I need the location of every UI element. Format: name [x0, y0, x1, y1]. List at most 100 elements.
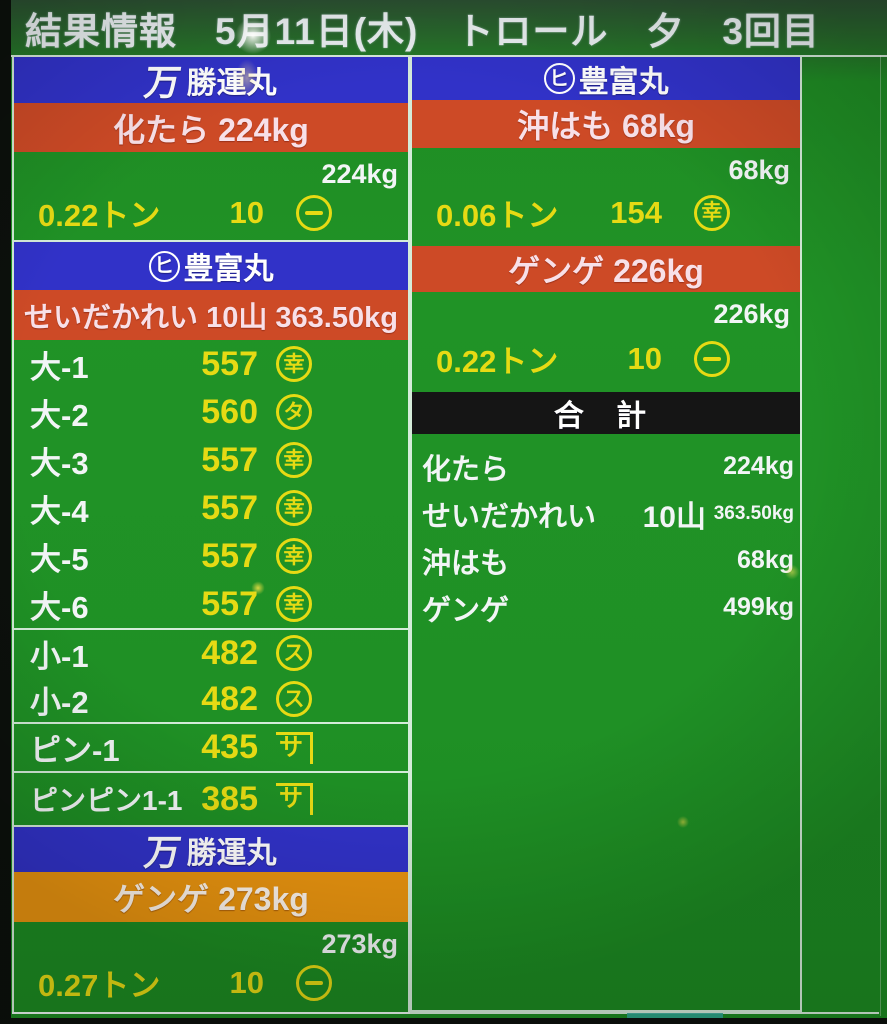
weight-readout: 68kg	[728, 155, 790, 185]
fish-line: せいだかれい 10山 363.50kg	[24, 302, 398, 334]
sale-summary-row: 0.22トン 10	[412, 336, 792, 381]
fish-line: ゲンゲ 226kg	[508, 253, 704, 289]
fish-bar: ゲンゲ 273kg	[14, 872, 408, 922]
circle-buyer-icon: ス	[276, 681, 312, 717]
total-row: 化たら 224kg	[412, 443, 800, 490]
boat-house-mark: 万	[142, 62, 185, 103]
circle-buyer-icon: 幸	[276, 346, 312, 382]
fish-line: 化たら 224kg	[113, 111, 309, 148]
lot-label: 大-5	[30, 541, 89, 577]
lot-row: 大-4 557 幸	[14, 484, 408, 532]
lot-count: 10	[229, 964, 264, 1000]
lot-count: 10	[627, 340, 662, 376]
lot-row: ピンピン1-1 385 サ	[14, 773, 408, 825]
boat-header: ヒ 豊富丸	[14, 242, 408, 290]
lot-row: 小-1 482 ス	[14, 630, 408, 676]
boat-header: 万 勝運丸	[14, 827, 408, 873]
total-row: 沖はも 68kg	[412, 537, 800, 584]
circle-buyer-icon: 幸	[694, 194, 730, 231]
sale-summary-row: 0.22トン 10	[14, 190, 400, 235]
weight-readout: 224kg	[321, 159, 398, 189]
fish-bar: せいだかれい 10山 363.50kg	[14, 290, 408, 340]
sale-summary-row: 0.06トン 154 幸	[412, 190, 792, 235]
total-fish-name: せいだかれい	[422, 500, 597, 533]
circle-hi-icon: ヒ	[148, 250, 180, 282]
boat-name: 豊富丸	[183, 253, 274, 286]
bottom-bezel	[0, 1018, 887, 1024]
circle-buyer-icon: 幸	[276, 442, 312, 478]
total-weight: 68kg	[737, 546, 794, 574]
lot-label: ピンピン1-1	[30, 785, 183, 816]
total-row: せいだかれい 10山 363.50kg	[412, 490, 800, 537]
boat-name: 勝運丸	[186, 67, 277, 100]
lot-row: 大-3 557 幸	[14, 436, 408, 484]
lot-label: ピン-1	[30, 733, 120, 768]
lot-row: ピン-1 435 サ	[14, 724, 408, 771]
lot-row: 大-5 557 幸	[14, 532, 408, 580]
circle-buyer-icon: ス	[276, 635, 312, 671]
page-title: 結果情報 5月11日(木) トロール 夕 3回目	[25, 10, 820, 52]
lot-row: 大-6 557 幸	[14, 580, 408, 628]
circle-buyer-icon: 幸	[276, 586, 312, 622]
total-weight: 224kg	[723, 452, 794, 480]
circle-one-icon	[694, 340, 730, 377]
tons-value: 0.22トン	[436, 344, 559, 379]
lot-price: 557	[201, 440, 258, 479]
fish-bar: ゲンゲ 226kg	[412, 246, 800, 292]
total-weight: 499kg	[723, 593, 794, 621]
lot-price: 557	[201, 584, 258, 623]
totals-list: 化たら 224kg せいだかれい 10山 363.50kg 沖はも 68kg ゲ…	[412, 434, 800, 1010]
lot-label: 大-1	[30, 349, 89, 385]
panel-left: 万 勝運丸 化たら 224kg 224kg 0.22トン 10 ヒ 豊富丸 せい…	[12, 57, 410, 1014]
boat-header: ヒ 豊富丸	[412, 57, 800, 100]
circle-buyer-icon: 幸	[276, 490, 312, 526]
total-count: 10山	[642, 500, 706, 534]
lot-price: 557	[201, 536, 258, 575]
total-fish-name: 化たら	[422, 453, 510, 486]
lot-row: 大-1 557 幸	[14, 340, 408, 388]
lot-price: 482	[201, 633, 258, 672]
lot-label: 大-3	[30, 445, 89, 481]
sale-info: 226kg 0.22トン 10	[412, 292, 800, 392]
tons-value: 0.27トン	[38, 968, 161, 1003]
lot-price: 557	[201, 344, 258, 383]
tons-value: 0.22トン	[38, 198, 161, 233]
lot-row: 小-2 482 ス	[14, 676, 408, 722]
lot-price: 482	[201, 679, 258, 718]
total-weight: 363.50kg	[713, 502, 794, 524]
lot-label: 小-2	[30, 684, 89, 720]
title-bar: 結果情報 5月11日(木) トロール 夕 3回目	[0, 0, 887, 55]
lot-row: 大-2 560 タ	[14, 388, 408, 436]
boat-house-mark: 万	[142, 831, 185, 873]
lot-label: 大-4	[30, 493, 89, 529]
weight-readout: 226kg	[713, 299, 790, 329]
panel-right: ヒ 豊富丸 沖はも 68kg 68kg 0.06トン 154 幸 ゲンゲ 226…	[410, 57, 802, 1012]
boat-name: 豊富丸	[578, 65, 669, 99]
circle-hi-icon: ヒ	[543, 63, 575, 94]
left-bezel	[0, 0, 11, 1024]
fish-bar: 化たら 224kg	[14, 103, 408, 152]
fish-bar: 沖はも 68kg	[412, 100, 800, 148]
circle-buyer-icon: タ	[276, 394, 312, 430]
lot-label: 大-6	[30, 589, 89, 625]
sale-info: 273kg 0.27トン 10	[14, 922, 408, 1016]
totals-header: 合 計	[412, 392, 800, 434]
sa-corner-mark-icon: サ	[276, 783, 313, 815]
lot-label: 小-1	[30, 638, 89, 674]
sale-summary-row: 0.27トン 10	[14, 960, 400, 1005]
lot-count: 154	[610, 194, 662, 230]
total-row: ゲンゲ 499kg	[412, 584, 800, 631]
lot-price: 385	[201, 779, 258, 818]
lot-label: 大-2	[30, 397, 89, 433]
boat-header: 万 勝運丸	[14, 57, 408, 103]
lot-count: 10	[229, 194, 264, 230]
lot-price: 560	[201, 392, 258, 431]
fish-line: ゲンゲ 273kg	[113, 881, 309, 917]
bottom-divider-line	[12, 1012, 879, 1014]
boat-name: 勝運丸	[186, 836, 277, 870]
fish-line: 沖はも 68kg	[517, 108, 695, 144]
sale-info: 68kg 0.06トン 154 幸	[412, 148, 800, 246]
sale-info: 224kg 0.22トン 10	[14, 152, 408, 240]
lot-price: 557	[201, 488, 258, 527]
